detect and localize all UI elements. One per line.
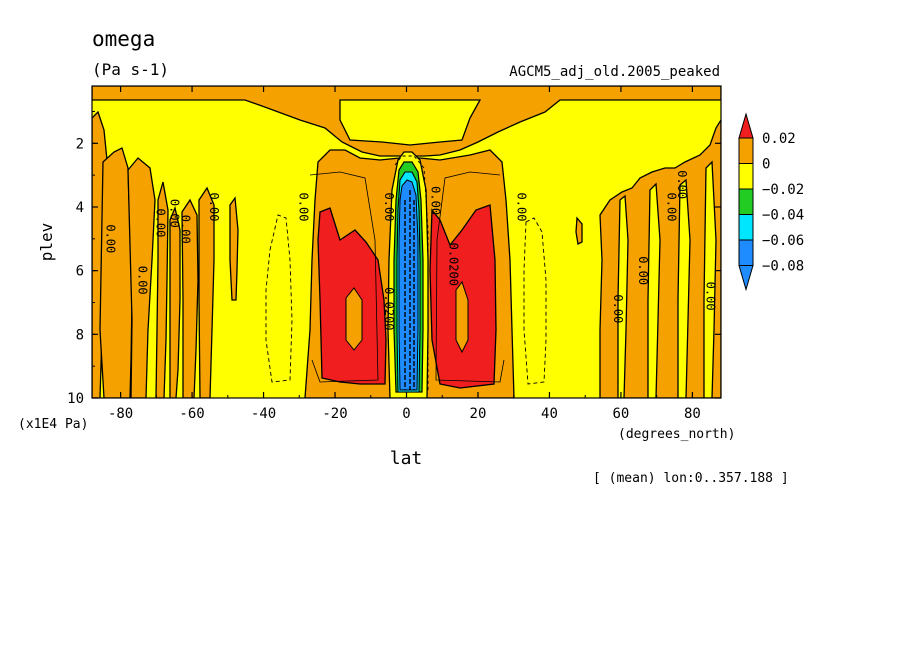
x-tick-label: 20 — [470, 406, 487, 422]
contour-label: 0.00 — [296, 193, 310, 222]
contour-label: 0.00 — [153, 208, 167, 237]
orange-band-w4 — [155, 181, 169, 398]
y-tick-label: 2 — [76, 136, 84, 152]
colorbar-segment — [738, 239, 754, 266]
colorbar-triangle-top — [738, 112, 754, 139]
colorbar-label: 0 — [762, 157, 770, 173]
colorbar-label: −0.08 — [762, 259, 804, 275]
x-axis: -80 -60 -40 -20 0 20 40 60 80 — [108, 86, 701, 422]
y-tick-label: 10 — [67, 391, 84, 407]
dashed-contour-south — [265, 214, 293, 383]
contour-labels: 0.000.000.00 0.000.000.00 0.00 0.000.02000.… — [103, 170, 717, 330]
yellow-gap-east4 — [703, 160, 717, 398]
contour-label: 0.00 — [135, 266, 149, 295]
x-tick-label: 60 — [613, 406, 630, 422]
orange-band-w3 — [127, 157, 156, 398]
footnote-label: [ (mean) lon:0..357.188 ] — [593, 471, 789, 486]
dense-contours-equator — [404, 190, 415, 390]
orange-blob-east — [575, 216, 583, 245]
contour-label: 0.00 — [675, 170, 689, 199]
x-tick-label: -40 — [251, 406, 276, 422]
contour-label: 0.00 — [207, 193, 221, 222]
colorbar-label: −0.04 — [762, 208, 804, 224]
contour-line-south — [309, 171, 379, 383]
y-axis-units: (x1E4 Pa) — [18, 417, 88, 432]
dashed-contour-equator — [394, 155, 429, 390]
yellow-cap-top — [339, 99, 482, 146]
contour-label: 0.00 — [168, 199, 182, 228]
colorbar-segment — [738, 188, 754, 215]
chart-units: (Pa s-1) — [92, 60, 169, 79]
dataset-label: AGCM5_adj_old.2005_peaked — [509, 64, 720, 80]
yellow-gap-east3 — [677, 178, 691, 398]
contour-label: 0.00 — [103, 224, 117, 253]
x-tick-label: -20 — [322, 406, 347, 422]
y-tick-label: 4 — [76, 200, 84, 216]
contour-label: 0.00 — [636, 256, 650, 285]
contour-label: 0.00 — [429, 186, 443, 215]
orange-island-south — [345, 287, 363, 351]
colorbar-segment — [738, 137, 754, 164]
orange-island-north — [455, 280, 469, 354]
contour-label: 0.00 — [704, 282, 718, 311]
colorbar-segment — [738, 163, 754, 190]
contour-label: 0.00 — [611, 294, 625, 323]
orange-band-w6 — [181, 198, 199, 398]
yellow-gap-east1 — [617, 194, 629, 398]
colorbar-label: 0.02 — [762, 131, 796, 147]
y-axis-title: plev — [37, 223, 56, 262]
x-tick-label: 0 — [402, 406, 410, 422]
orange-band-w2 — [99, 147, 133, 398]
contour-label: 0.00 — [382, 193, 396, 222]
colorbar-segment — [738, 214, 754, 241]
x-tick-label: 80 — [684, 406, 701, 422]
contour-label: 0.00 — [514, 193, 528, 222]
orange-region-east — [599, 118, 721, 398]
orange-band-w8 — [229, 196, 239, 301]
colorbar-label: −0.06 — [762, 233, 804, 249]
contour-label: 0.0200 — [382, 287, 396, 330]
colorbar-label: −0.02 — [762, 182, 804, 198]
contour-field: 0.000.000.00 0.000.000.00 0.00 0.000.02000.… — [92, 86, 721, 398]
x-tick-label: 40 — [541, 406, 558, 422]
x-tick-label: -80 — [108, 406, 133, 422]
colorbar-triangle-bottom — [738, 265, 754, 292]
contour-line-north — [435, 171, 505, 383]
orange-band-w7 — [198, 186, 215, 398]
contour-label: 0.00 — [664, 193, 678, 222]
yellow-gap-east2 — [647, 182, 661, 398]
x-axis-units: (degrees_north) — [618, 427, 735, 442]
orange-band-w5 — [169, 205, 181, 398]
contour-label: 0.0200 — [446, 243, 460, 286]
contour-label: 0.00 — [178, 215, 192, 244]
equatorial-band-blue — [398, 179, 419, 391]
chart-title: omega — [92, 27, 155, 51]
y-tick-label: 6 — [76, 264, 84, 280]
x-tick-label: -60 — [179, 406, 204, 422]
y-axis: 2 4 6 8 10 — [67, 110, 721, 407]
dashed-contour-north — [523, 217, 547, 385]
x-axis-title: lat — [390, 448, 423, 469]
colorbar: 0.02 0 −0.02 −0.04 −0.06 −0.08 — [738, 112, 804, 292]
y-tick-label: 8 — [76, 327, 84, 343]
